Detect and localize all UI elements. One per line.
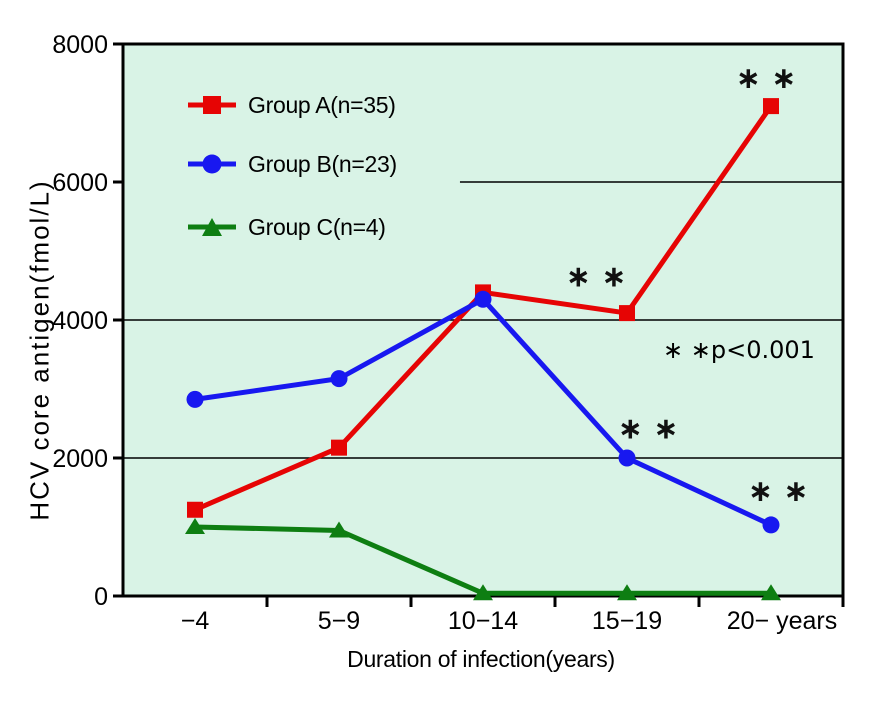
y-tick-label-6000: 6000	[52, 169, 108, 197]
y-axis-title: HCV core antigen(fmol/L)	[24, 179, 55, 521]
y-tick-label-8000: 8000	[52, 31, 108, 59]
marker-circle-1-3	[618, 449, 636, 467]
marker-circle-1-1	[330, 370, 348, 388]
marker-triangle-2-0	[185, 518, 205, 534]
marker-square-0-0	[187, 501, 203, 518]
significance-annotation-3: ∗ ∗	[748, 474, 809, 509]
marker-square-0-4	[763, 98, 779, 115]
significance-annotation-2: ∗ ∗	[618, 411, 679, 446]
legend-circle-swatch	[202, 154, 222, 174]
legend-label-group-c: Group C(n=4)	[248, 213, 386, 240]
x-tick-label-2: 10−14	[448, 607, 518, 635]
significance-annotation-0: ∗ ∗	[566, 260, 627, 295]
p-value-note: ∗ ∗p<0.001	[663, 336, 815, 364]
marker-square-0-1	[331, 439, 347, 456]
legend-circle-marker-icon	[188, 154, 236, 174]
legend-label-group-a: Group A(n=35)	[248, 91, 396, 118]
legend: Group A(n=35) Group B(n=23) Group C(n=4)	[186, 86, 397, 246]
marker-triangle-2-3	[617, 584, 637, 601]
x-tick-label-1: 5−9	[318, 607, 360, 635]
y-tick-label-0: 0	[94, 583, 108, 611]
legend-item-group-a: Group A(n=35)	[186, 86, 397, 124]
marker-circle-1-2	[474, 290, 492, 308]
y-tick-label-4000: 4000	[52, 307, 108, 335]
legend-square-marker-icon	[188, 96, 236, 114]
marker-triangle-2-1	[329, 521, 349, 538]
legend-label-group-b: Group B(n=23)	[248, 150, 397, 177]
legend-triangle-swatch	[202, 218, 222, 236]
marker-square-0-3	[619, 305, 635, 322]
legend-item-group-b: Group B(n=23)	[186, 145, 397, 183]
x-axis-title: Duration of infection(years)	[347, 646, 615, 672]
marker-circle-1-4	[762, 516, 780, 534]
x-tick-label-0: −4	[181, 607, 210, 635]
y-tick-label-2000: 2000	[52, 445, 108, 473]
legend-triangle-marker-icon	[188, 218, 236, 236]
x-tick-label-4: 20− years	[727, 607, 838, 635]
marker-circle-1-0	[186, 390, 204, 408]
marker-triangle-2-4	[761, 584, 781, 601]
significance-annotation-1: ∗ ∗	[736, 61, 797, 96]
legend-item-group-c: Group C(n=4)	[186, 208, 397, 246]
marker-triangle-2-2	[473, 584, 493, 601]
legend-square-swatch	[203, 96, 221, 114]
x-tick-label-3: 15−19	[592, 607, 662, 635]
